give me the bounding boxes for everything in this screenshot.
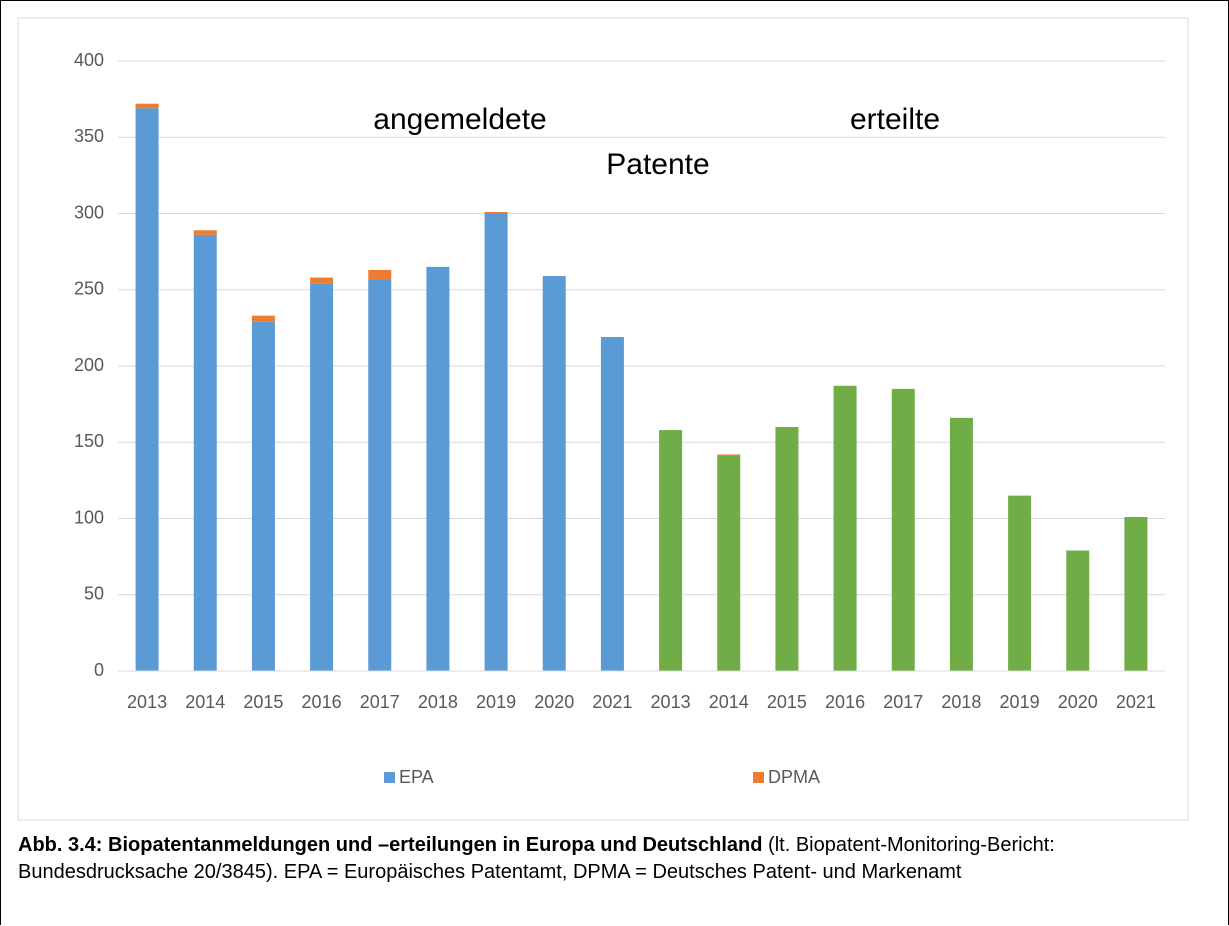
y-tick-label: 150	[74, 431, 104, 451]
y-tick-label: 250	[74, 279, 104, 299]
x-tick-label: 2019	[476, 692, 516, 712]
x-tick-label: 2014	[709, 692, 749, 712]
x-tick-label: 2020	[1058, 692, 1098, 712]
y-tick-label: 300	[74, 202, 104, 222]
x-tick-label: 2015	[767, 692, 807, 712]
bar-segment	[659, 430, 683, 671]
x-tick-label: 2016	[825, 692, 865, 712]
bar-segment	[1124, 516, 1148, 671]
x-tick-label: 2021	[1116, 692, 1156, 712]
bar-segment	[368, 279, 392, 671]
bar-segment	[600, 337, 624, 671]
bar-segment	[717, 454, 741, 456]
x-tick-label: 2017	[360, 692, 400, 712]
legend-label: EPA	[399, 767, 434, 787]
bar-segment	[484, 213, 508, 671]
caption-bold: Abb. 3.4: Biopatentanmeldungen und –erte…	[18, 834, 763, 856]
x-tick-label: 2020	[534, 692, 574, 712]
x-tick-label: 2014	[185, 692, 225, 712]
bar-segment	[251, 321, 275, 671]
bar-segment	[368, 269, 392, 280]
bar-segment	[251, 315, 275, 322]
bar-segment	[193, 230, 217, 235]
bar-segment	[775, 427, 799, 671]
x-tick-label: 2019	[1000, 692, 1040, 712]
bar-segment	[1066, 550, 1090, 671]
bar-segment	[1008, 495, 1032, 671]
legend-swatch	[384, 772, 395, 783]
x-tick-label: 2018	[418, 692, 458, 712]
annotation: Patente	[606, 148, 709, 181]
bar-segment	[833, 385, 857, 671]
bar-segment	[484, 211, 508, 214]
x-tick-label: 2017	[883, 692, 923, 712]
legend-label: DPMA	[768, 767, 820, 787]
x-tick-label: 2018	[941, 692, 981, 712]
annotation: angemeldete	[373, 103, 546, 136]
caption: Abb. 3.4: Biopatentanmeldungen und –erte…	[18, 832, 1213, 886]
x-tick-label: 2013	[651, 692, 691, 712]
annotation: erteilte	[850, 103, 940, 136]
bar-segment	[717, 455, 741, 671]
bar-segment	[135, 103, 159, 109]
bar-segment	[426, 266, 450, 671]
bar-segment	[310, 283, 334, 671]
y-tick-label: 100	[74, 507, 104, 527]
x-tick-label: 2013	[127, 692, 167, 712]
y-tick-label: 200	[74, 355, 104, 375]
x-tick-label: 2021	[592, 692, 632, 712]
y-tick-label: 50	[84, 584, 104, 604]
legend-swatch	[753, 772, 764, 783]
x-tick-label: 2015	[243, 692, 283, 712]
bar-segment	[949, 417, 973, 671]
bar-segment	[310, 277, 334, 284]
bar-segment	[135, 108, 159, 671]
x-tick-label: 2016	[302, 692, 342, 712]
chart: 0 50 100 150 200 250 300 350 400 2013 2014 2015 2016…	[17, 17, 1189, 821]
bar-segment	[542, 276, 566, 671]
caption-text: (lt. Biopatent-Monitoring-Bericht: Bunde…	[18, 834, 1055, 883]
bar-segment	[193, 234, 217, 671]
y-tick-label: 400	[74, 50, 104, 70]
y-tick-label: 350	[74, 126, 104, 146]
bar-segment	[891, 388, 915, 671]
y-tick-label: 0	[94, 660, 104, 680]
